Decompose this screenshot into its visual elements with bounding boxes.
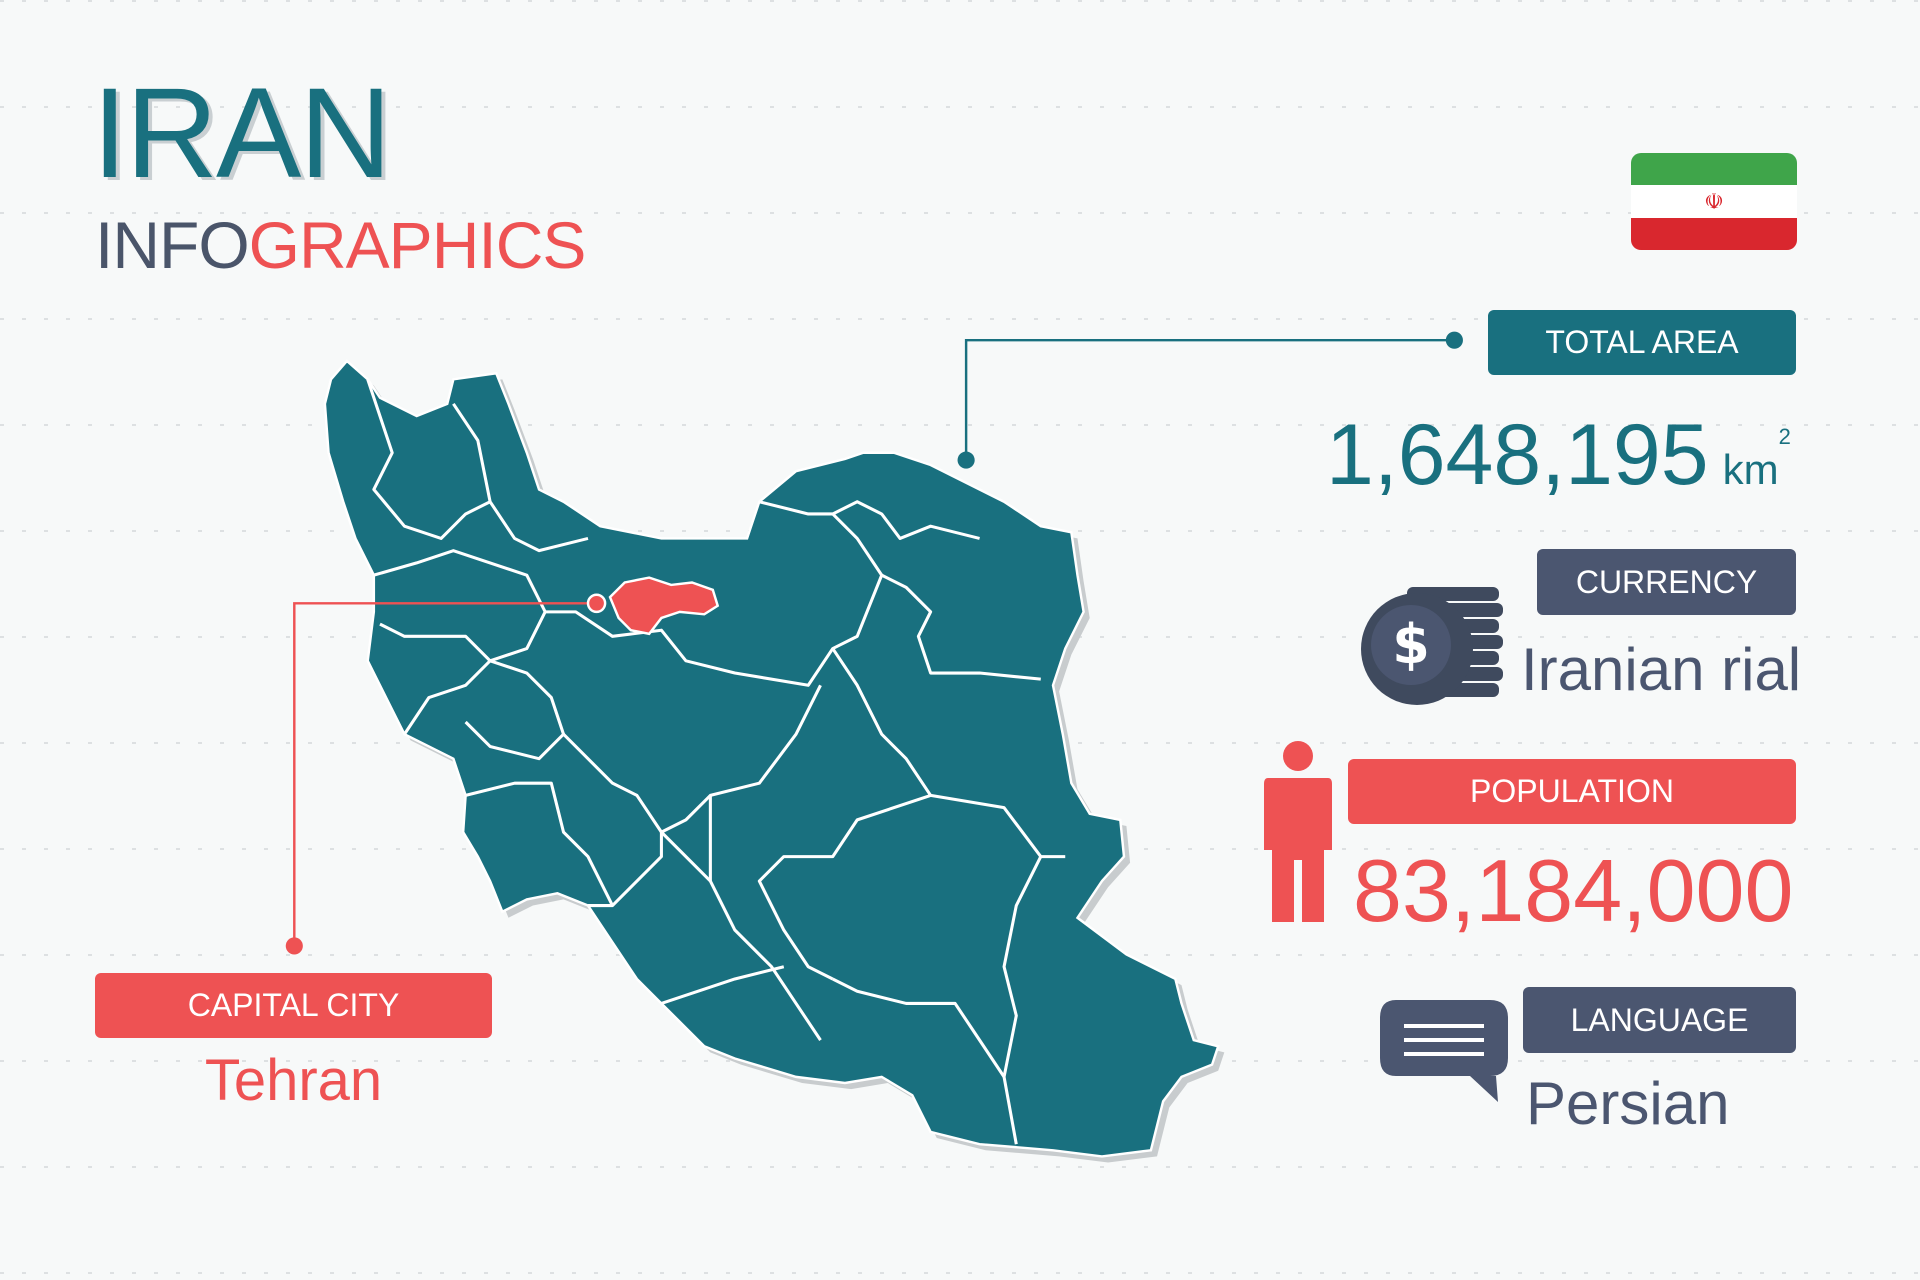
population-label: POPULATION bbox=[1348, 759, 1796, 824]
capital-connector bbox=[293, 602, 597, 946]
total-area-number: 1,648,195 bbox=[1326, 407, 1709, 503]
svg-text:$: $ bbox=[1392, 613, 1430, 676]
area-unit-sup: 2 bbox=[1778, 424, 1791, 449]
currency-label: CURRENCY bbox=[1537, 549, 1796, 615]
area-connector bbox=[964, 338, 1455, 461]
language-label: LANGUAGE bbox=[1523, 987, 1796, 1053]
tehran-province bbox=[608, 576, 720, 636]
capital-city-label: CAPITAL CITY bbox=[95, 973, 492, 1038]
chat-bubble-icon bbox=[1380, 1000, 1508, 1102]
area-unit: km bbox=[1722, 446, 1779, 493]
iran-flag-icon: ☫ bbox=[1631, 153, 1797, 250]
capital-connector-dot bbox=[285, 937, 303, 955]
capital-city-value: Tehran bbox=[204, 1048, 383, 1113]
population-value: 83,184,000 bbox=[1353, 841, 1794, 940]
capital-marker-dot bbox=[586, 593, 607, 614]
area-connector-dot bbox=[1445, 331, 1463, 349]
page-subtitle: INFOGRAPHICS bbox=[95, 212, 586, 278]
subtitle-info: INFO bbox=[95, 208, 250, 282]
subtitle-graphics: GRAPHICS bbox=[248, 208, 587, 282]
total-area-value: 1,648,195 km2 bbox=[1326, 412, 1791, 498]
area-marker-dot bbox=[957, 451, 975, 469]
page-title: IRAN bbox=[92, 62, 392, 205]
total-area-label: TOTAL AREA bbox=[1488, 310, 1796, 375]
svg-text:☫: ☫ bbox=[1704, 190, 1724, 215]
language-value: Persian bbox=[1526, 1070, 1730, 1137]
person-icon bbox=[1264, 741, 1332, 922]
coin-dollar-icon: $ bbox=[1361, 587, 1503, 705]
province-borders bbox=[366, 378, 1066, 1145]
currency-value: Iranian rial bbox=[1521, 636, 1802, 703]
